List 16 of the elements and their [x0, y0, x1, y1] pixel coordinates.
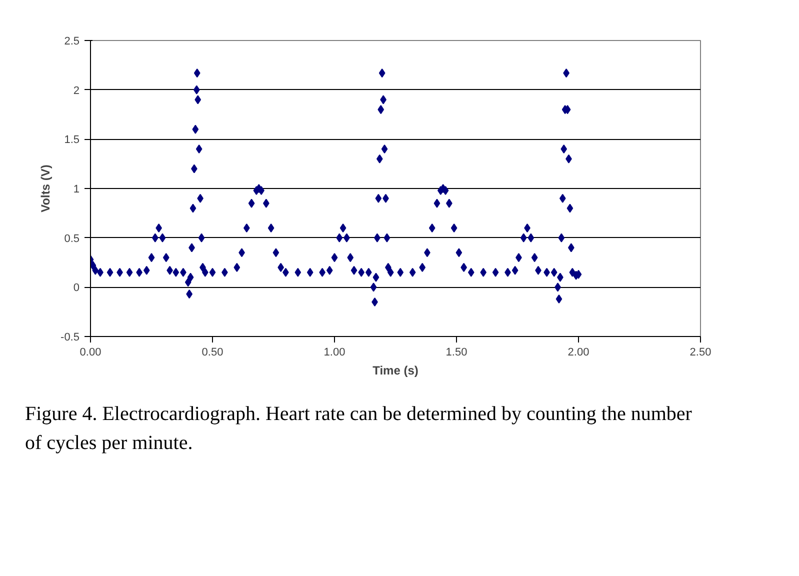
x-tick-label: 0.00	[80, 346, 102, 358]
y-tick-label: 0.5	[64, 232, 80, 245]
caption: Figure 4. Electrocardiograph. Heart rate can be determined by counting the number of cycles per minute.	[25, 402, 693, 456]
x-tick-label: 1.00	[324, 346, 346, 358]
y-tick-label: 1.5	[64, 134, 80, 146]
x-tick-label: 2.50	[690, 346, 712, 358]
y-tick-label: 0	[73, 282, 80, 294]
y-tick-label: 2.5	[64, 36, 80, 48]
y-axis-title: Volts (V)	[38, 164, 53, 212]
x-tick-label: 2.00	[568, 346, 590, 358]
x-tick-label: 1.50	[446, 346, 468, 358]
y-tick-label: -0.5	[60, 332, 80, 344]
y-tick-label: 1	[73, 184, 80, 196]
y-tick-label: 2	[73, 84, 80, 97]
x-tick-label: 0.50	[202, 346, 224, 358]
x-axis-title: Time (s)	[372, 364, 418, 378]
